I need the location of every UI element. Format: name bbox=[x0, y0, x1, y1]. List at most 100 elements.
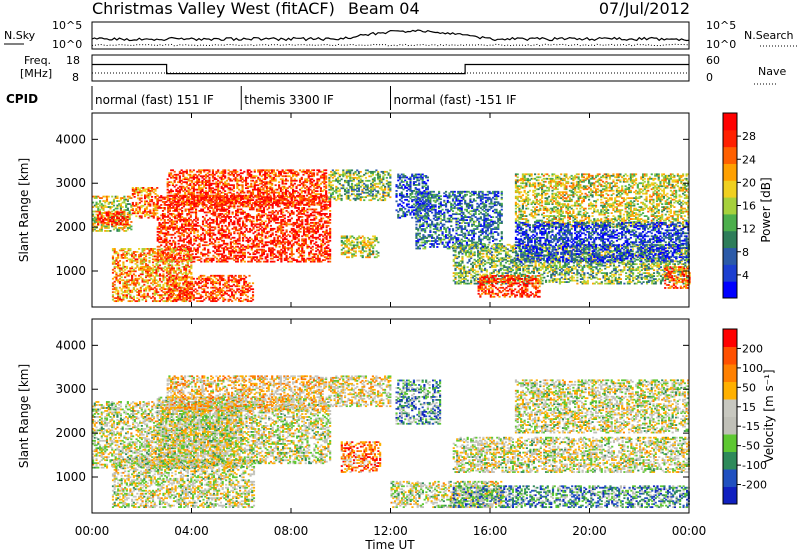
heatmap-cell bbox=[245, 195, 247, 197]
heatmap-cell bbox=[148, 260, 150, 262]
noise-right-label: N.Search bbox=[744, 29, 794, 42]
heatmap-cell bbox=[224, 169, 226, 171]
heatmap-cell bbox=[285, 183, 287, 185]
heatmap-cell bbox=[174, 290, 176, 292]
heatmap-cell bbox=[124, 248, 126, 250]
heatmap-cell bbox=[109, 230, 111, 232]
heatmap-cell bbox=[111, 196, 113, 198]
heatmap-cell bbox=[224, 190, 226, 192]
heatmap-cell bbox=[297, 172, 299, 174]
heatmap-cell bbox=[329, 219, 331, 221]
heatmap-cell bbox=[180, 248, 182, 250]
heatmap-cell bbox=[195, 209, 197, 211]
heatmap-cell bbox=[191, 281, 193, 283]
heatmap-cell bbox=[203, 288, 205, 290]
heatmap-cell bbox=[119, 296, 121, 298]
heatmap-cell bbox=[273, 249, 275, 251]
heatmap-cell bbox=[164, 213, 166, 215]
heatmap-cell bbox=[286, 252, 288, 254]
heatmap-cell bbox=[173, 257, 175, 259]
heatmap-cell bbox=[286, 255, 288, 257]
heatmap-cell bbox=[270, 197, 272, 199]
heatmap-cell bbox=[239, 223, 241, 225]
heatmap-cell bbox=[207, 282, 209, 284]
heatmap-cell bbox=[171, 264, 173, 266]
heatmap-cell bbox=[183, 234, 185, 236]
heatmap-cell bbox=[138, 299, 140, 301]
heatmap-cell bbox=[183, 255, 185, 257]
heatmap-cell bbox=[279, 206, 281, 208]
heatmap-cell bbox=[172, 282, 174, 284]
heatmap-cell bbox=[329, 210, 331, 212]
heatmap-cell bbox=[161, 248, 163, 250]
heatmap-cell bbox=[301, 216, 303, 218]
beam-label: Beam 04 bbox=[348, 0, 420, 18]
heatmap-cell bbox=[263, 197, 265, 199]
heatmap-cell bbox=[301, 219, 303, 221]
heatmap-cell bbox=[154, 297, 156, 299]
heatmap-cell bbox=[261, 258, 263, 260]
heatmap-cell bbox=[136, 264, 138, 266]
heatmap-cell bbox=[303, 250, 305, 252]
heatmap-cell bbox=[143, 284, 145, 286]
heatmap-cell bbox=[228, 229, 230, 231]
heatmap-cell bbox=[243, 171, 245, 173]
heatmap-cell bbox=[171, 237, 173, 239]
heatmap-cell bbox=[320, 203, 322, 205]
heatmap-cell bbox=[243, 192, 245, 194]
heatmap-cell bbox=[169, 240, 171, 242]
heatmap-cell bbox=[156, 212, 158, 214]
heatmap-cell bbox=[244, 252, 246, 254]
heatmap-cell bbox=[183, 260, 185, 262]
heatmap-cell bbox=[308, 204, 310, 206]
heatmap-cell bbox=[303, 195, 305, 197]
heatmap-cell bbox=[167, 178, 169, 180]
heatmap-cell bbox=[186, 288, 188, 290]
heatmap-cell bbox=[282, 226, 284, 228]
heatmap-cell bbox=[127, 208, 129, 210]
heatmap-cell bbox=[167, 252, 169, 254]
heatmap-cell bbox=[329, 228, 331, 230]
heatmap-cell bbox=[325, 204, 327, 206]
heatmap-cell bbox=[205, 241, 207, 243]
heatmap-cell bbox=[172, 294, 174, 296]
heatmap-cell bbox=[145, 299, 147, 301]
heatmap-cell bbox=[151, 199, 153, 201]
heatmap-cell bbox=[292, 211, 294, 213]
heatmap-cell bbox=[284, 217, 286, 219]
heatmap-cell bbox=[172, 275, 174, 277]
heatmap-cell bbox=[319, 200, 321, 202]
heatmap-cell bbox=[156, 187, 158, 189]
heatmap-cell bbox=[265, 220, 267, 222]
heatmap-cell bbox=[275, 184, 277, 186]
heatmap-cell bbox=[157, 291, 159, 293]
noise-left-tick-top: 10^5 bbox=[52, 19, 82, 32]
heatmap-cell bbox=[135, 254, 137, 256]
heatmap-cell bbox=[266, 244, 268, 246]
heatmap-cell bbox=[166, 248, 168, 250]
heatmap-cell bbox=[180, 257, 182, 259]
heatmap-cell bbox=[329, 240, 331, 242]
heatmap-cell bbox=[275, 178, 277, 180]
heatmap-cell bbox=[291, 217, 293, 219]
heatmap-cell bbox=[282, 195, 284, 197]
heatmap-cell bbox=[232, 211, 234, 213]
heatmap-cell bbox=[160, 204, 162, 206]
heatmap-cell bbox=[295, 180, 297, 182]
heatmap-cell bbox=[226, 243, 228, 245]
heatmap-cell bbox=[209, 210, 211, 212]
heatmap-cell bbox=[249, 253, 251, 255]
heatmap-cell bbox=[115, 272, 117, 274]
heatmap-cell bbox=[198, 178, 200, 180]
heatmap-cell bbox=[193, 195, 195, 197]
heatmap-cell bbox=[141, 194, 143, 196]
heatmap-cell bbox=[259, 261, 261, 263]
heatmap-cell bbox=[180, 269, 182, 271]
heatmap-cell bbox=[155, 258, 157, 260]
heatmap-cell bbox=[207, 287, 209, 289]
heatmap-cell bbox=[188, 276, 190, 278]
heatmap-cell bbox=[221, 225, 223, 227]
heatmap-cell bbox=[160, 237, 162, 239]
heatmap-cell bbox=[197, 229, 199, 231]
